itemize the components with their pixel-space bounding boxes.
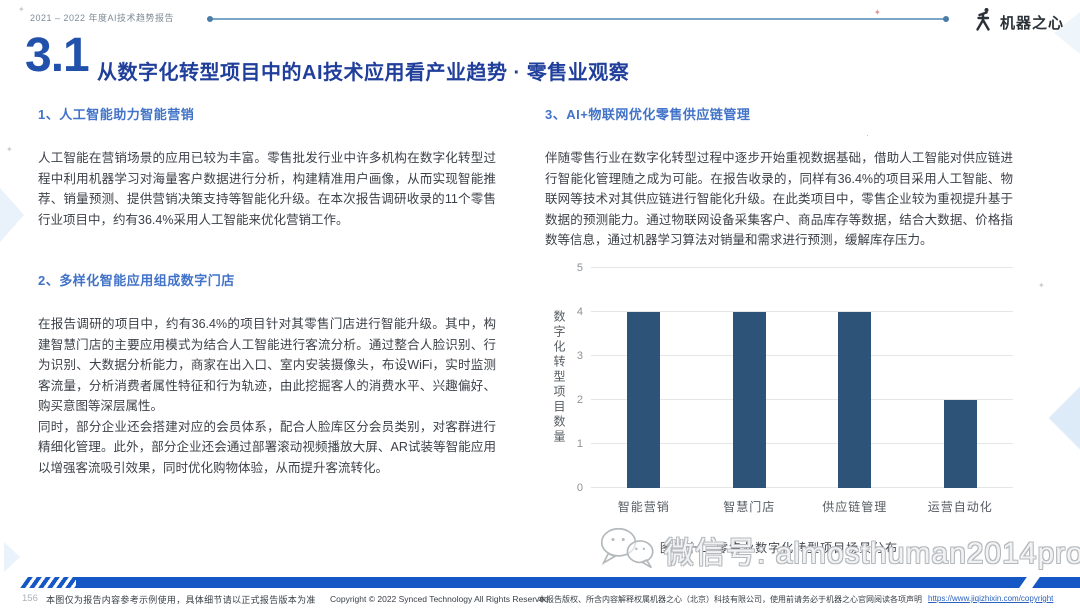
sparkle-icon: ✦: [6, 145, 13, 154]
page-title: 从数字化转型项目中的AI技术应用看产业趋势 · 零售业观察: [97, 62, 630, 84]
y-tick-label: 2: [576, 394, 583, 406]
chart-x-labels: 智能营销 智慧门店 供应链管理 运营自动化: [591, 498, 1013, 515]
bar-chart: 数字化转型项目数量 0 1 2 3 4 5 智能营销 智慧门店 供应链管理 运营自动化 图三十二…: [545, 262, 1013, 556]
section-number: 3.1: [25, 29, 90, 82]
synced-logo-icon: [973, 7, 995, 38]
header-divider-line: [207, 16, 949, 22]
decorative-triangle-bottom-left: [4, 542, 20, 572]
gridline: [591, 399, 1013, 400]
x-tick-label: 智慧门店: [723, 500, 776, 514]
bar-column: [591, 268, 697, 488]
chart-y-axis-label: 数字化转型项目数量: [552, 310, 566, 445]
y-tick-label: 4: [576, 306, 583, 318]
bar-智慧门店: [732, 312, 766, 488]
footer-rights: 本报告版权、所含内容解释权属机器之心（北京）科技有限公司，使用前请务必于机器之心…: [538, 594, 1053, 605]
gridline: [591, 443, 1013, 444]
brand-name: 机器之心: [999, 15, 1064, 32]
brand-logo: 机器之心: [973, 7, 1064, 38]
section-1-paragraph: 人工智能在营销场景的应用已较为丰富。零售批发行业中许多机构在数字化转型过程中利用…: [38, 151, 496, 227]
section-2-heading: 2、多样化智能应用组成数字门店: [38, 273, 235, 288]
gridline: [591, 355, 1013, 356]
section-3-paragraph: 伴随零售行业在数字化转型过程中逐步开始重视数据基础，借助人工智能对供应链进行智能…: [545, 151, 1013, 247]
sparkle-icon: ✦: [1038, 281, 1045, 290]
sparkle-icon: ·: [866, 131, 869, 140]
bar-column: [908, 268, 1014, 488]
section-1-heading: 1、人工智能助力智能营销: [38, 107, 195, 122]
y-tick-label: 1: [576, 438, 583, 450]
chart-caption: 图三十二 零售业数字化转型项目场景分布: [659, 541, 899, 555]
footer-bar: [76, 577, 1080, 588]
decorative-diamond-right: [1048, 372, 1080, 464]
x-tick-label: 供应链管理: [822, 500, 888, 514]
x-tick-label: 运营自动化: [927, 500, 993, 514]
bar-供应链管理: [838, 312, 872, 488]
section-2-paragraph: 在报告调研的项目中，约有36.4%的项目针对其零售门店进行智能升级。其中，构建智…: [38, 317, 496, 413]
footer-bar-stripes: [20, 577, 84, 588]
bar-column: [697, 268, 803, 488]
footer-rights-text: 本报告版权、所含内容解释权属机器之心（北京）科技有限公司，使用前请务必于机器之心…: [538, 595, 922, 604]
left-column: 1、人工智能助力智能营销 人工智能在营销场景的应用已较为丰富。零售批发行业中许多…: [38, 104, 496, 478]
chart-bars: [591, 268, 1013, 488]
sparkle-icon: ✦: [18, 5, 25, 14]
copyright-link[interactable]: https://www.jiqizhixin.com/copyright: [928, 594, 1054, 603]
section-2-paragraph: 同时，部分企业还会搭建对应的会员体系，配合人脸库区分会员类别，对客群进行精细化管…: [38, 419, 496, 475]
right-column: 3、AI+物联网优化零售供应链管理 伴随零售行业在数字化转型过程中逐步开始重视数…: [545, 104, 1013, 251]
report-series-label: 2021 – 2022 年度AI技术趋势报告: [30, 13, 175, 23]
page-number: 156: [22, 593, 38, 604]
gridline: [591, 487, 1013, 488]
y-tick-label: 5: [576, 262, 583, 274]
sparkle-icon: ✦: [874, 8, 881, 17]
decorative-triangle-left: [0, 188, 24, 242]
y-tick-label: 3: [576, 350, 583, 362]
bar-column: [802, 268, 908, 488]
section-3-heading: 3、AI+物联网优化零售供应链管理: [545, 107, 751, 122]
x-tick-label: 智能营销: [617, 500, 670, 514]
footer-copyright: Copyright © 2022 Synced Technology All R…: [330, 594, 549, 604]
y-tick-label: 0: [576, 482, 583, 494]
chart-y-ticks: 0 1 2 3 4 5: [565, 262, 587, 494]
gridline: [591, 311, 1013, 312]
bar-智能营销: [627, 312, 661, 488]
chart-plot: 0 1 2 3 4 5: [577, 262, 1013, 494]
bar-运营自动化: [943, 400, 977, 488]
gridline: [591, 267, 1013, 268]
footer-note: 本图仅为报告内容参考示例使用，具体细节请以正式报告版本为准: [46, 595, 316, 605]
